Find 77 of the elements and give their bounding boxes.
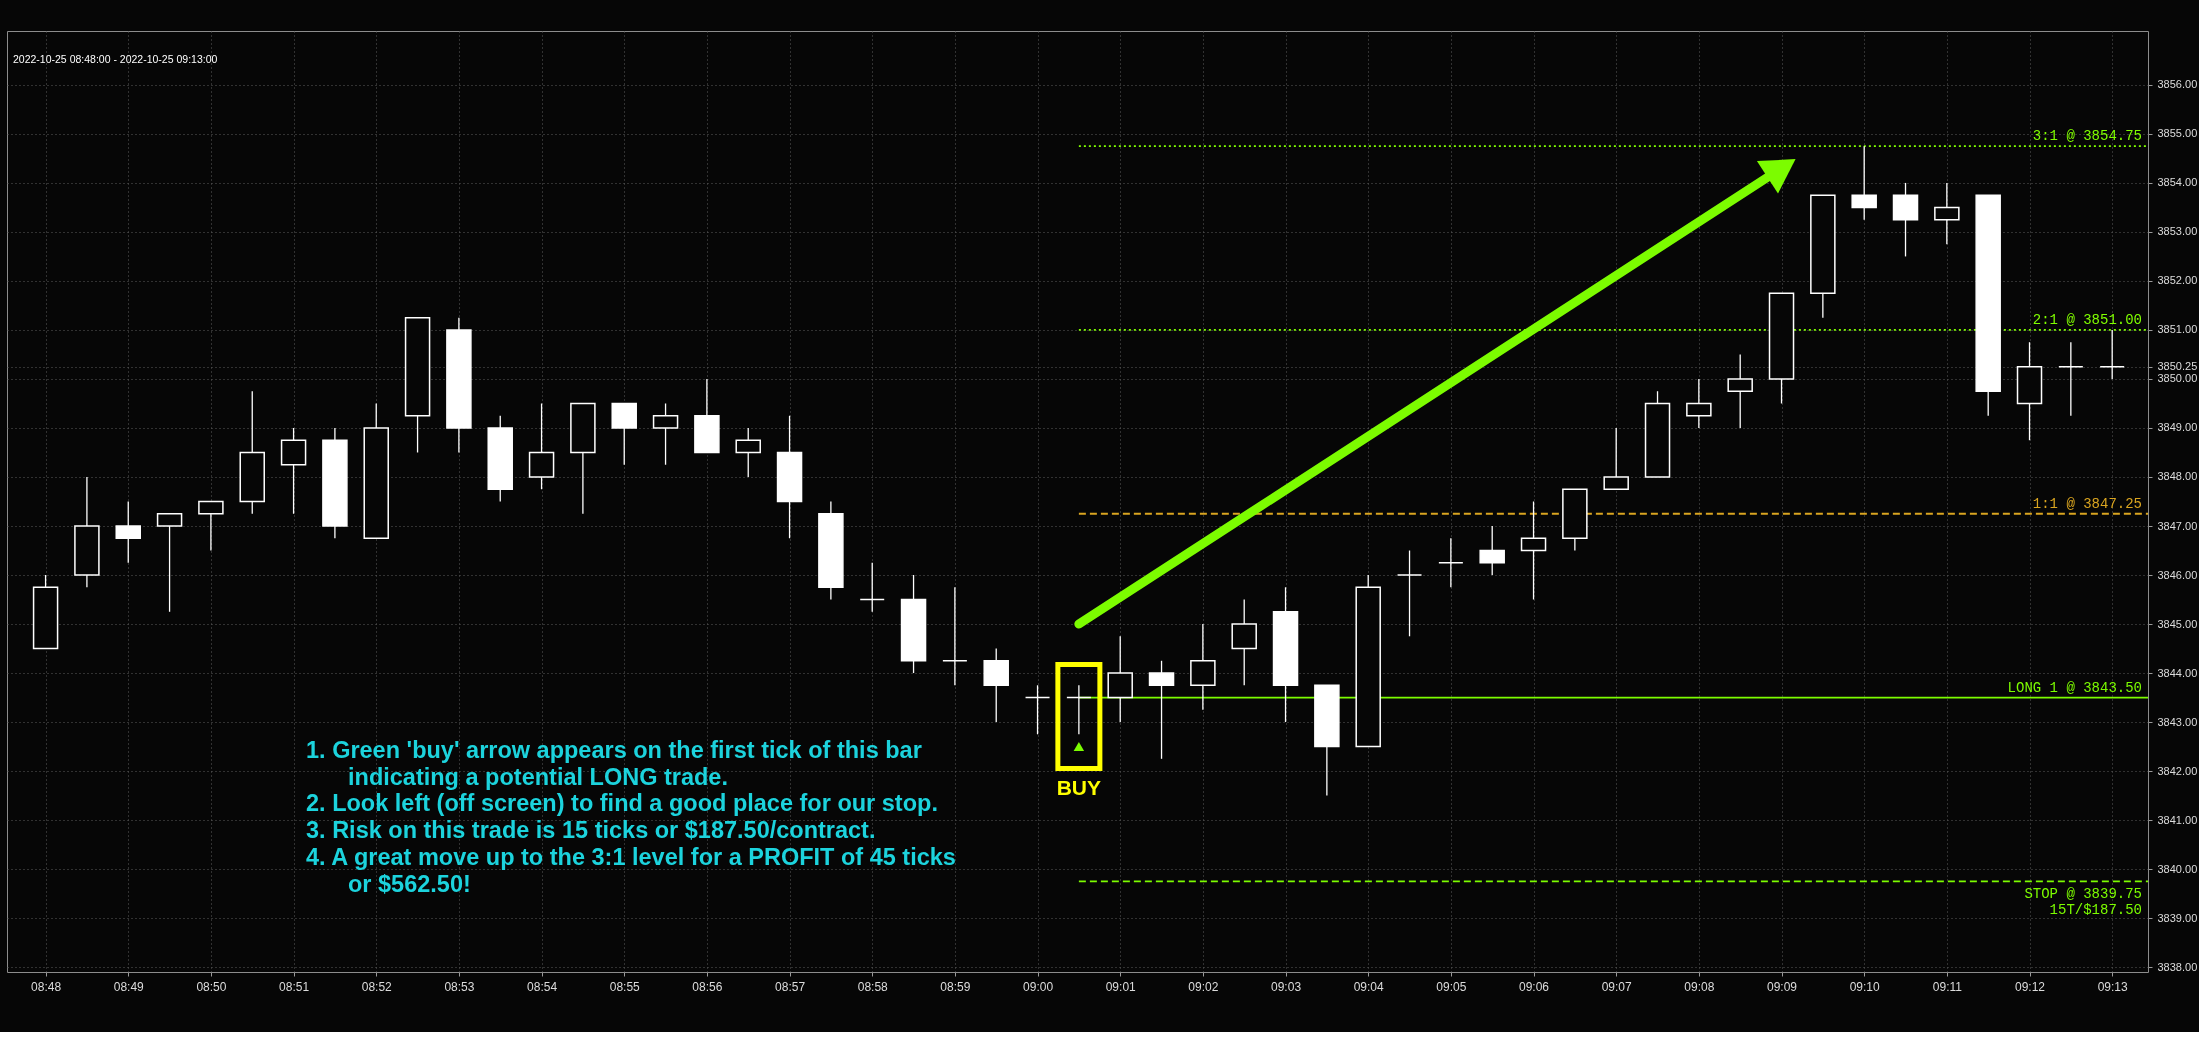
series-label: BUY: [1056, 775, 1102, 799]
x-tick-label: 09:11: [1932, 979, 1963, 994]
x-tick-label: 08:49: [113, 979, 145, 994]
candlestick: [735, 427, 761, 478]
x-tick-label: 08:55: [609, 979, 641, 994]
candlestick: [1603, 427, 1629, 490]
y-tick-label: 3843.00: [2157, 715, 2198, 728]
x-tick-label: 08:52: [361, 979, 393, 994]
y-tick-label: 3845.00: [2157, 617, 2198, 630]
candlestick: [1066, 684, 1092, 735]
x-tick-label: 09:00: [1023, 979, 1054, 994]
x-tick-label: 08:56: [692, 979, 723, 994]
candlestick: [1934, 182, 1960, 245]
text: 2022-10-25 08:48:00 - 2022-10-25 09:13:00: [13, 52, 218, 65]
x-tick-label: 09:13: [2097, 979, 2129, 994]
x-tick-label: 08:53: [444, 979, 475, 994]
y-tick-label: 3853.00: [2157, 225, 2198, 238]
x-tick-label: 08:51: [279, 979, 310, 994]
candlestick: [1727, 353, 1753, 429]
candlestick: [2058, 341, 2084, 417]
y-tick-label: 3846.00: [2157, 568, 2198, 581]
x-tick-label: 08:57: [775, 979, 806, 994]
y-tick-label: 3856.00: [2157, 78, 2198, 91]
candlestick: [859, 562, 885, 613]
x-tick-label: 09:07: [1601, 979, 1633, 994]
x-tick-label: 09:03: [1271, 979, 1302, 994]
x-tick-label: 08:48: [31, 979, 62, 994]
candlestick: [1148, 660, 1175, 760]
candlestick: [1520, 500, 1547, 601]
y-tick-label: 3848.00: [2157, 470, 2198, 483]
annotation: 3. Risk on this trade is 15 ticks or $187.50/contract.: [306, 817, 876, 844]
x-tick-label: 09:09: [1767, 979, 1798, 994]
candlestick: [1438, 537, 1464, 588]
x-tick-label: 09:05: [1436, 979, 1467, 994]
y-tick-label: 3854.00: [2157, 176, 2198, 189]
candlestick: [2099, 329, 2125, 380]
candlestick: [942, 586, 968, 686]
y-tick-label: 3840.00: [2157, 862, 2198, 875]
candlestick: [156, 513, 183, 613]
x-tick-label: 09:10: [1849, 979, 1881, 994]
candlestick: [1479, 525, 1505, 576]
ref-line-label: LONG 1 @ 3843.50: [2007, 679, 2142, 696]
ref-line-label: 2:1 @ 3851.00: [2032, 311, 2142, 328]
annotation: 1. Green 'buy' arrow appears on the first tick of this bar indicating a potential LONG trade.: [306, 737, 922, 790]
annotation: 2. Look left (off screen) to find a good place for our stop.: [306, 790, 938, 817]
candlestick: [1024, 684, 1051, 735]
candlestick: [1396, 549, 1423, 637]
x-tick-label: 09:12: [2015, 979, 2046, 994]
candlestick: [1851, 145, 1877, 221]
candlestick: [652, 402, 679, 466]
y-tick-label: 3852.00: [2157, 274, 2198, 287]
x-tick-label: 09:06: [1519, 979, 1550, 994]
candlestick: [198, 500, 224, 552]
x-tick-label: 09:01: [1105, 979, 1137, 994]
ref-line-label: 3:1 @ 3854.75: [2032, 128, 2142, 145]
y-tick-label: 3841.00: [2157, 813, 2198, 826]
candlestick: [1686, 378, 1712, 429]
y-tick-label: 3847.00: [2157, 519, 2198, 532]
ref-line-label: STOP @ 3839.75 15T/$187.50: [2024, 886, 2142, 919]
annotation: 4. A great move up to the 3:1 level for a PROFIT of 45 ticks or $562.50!: [306, 843, 956, 897]
ref-line-label: 1:1 @ 3847.25: [2032, 495, 2142, 512]
y-tick-label: 3842.00: [2157, 764, 2198, 777]
y-tick-label: 3851.00: [2157, 323, 2198, 336]
x-tick-label: 09:08: [1684, 979, 1715, 994]
y-tick-label: 3839.00: [2157, 911, 2198, 924]
x-tick-label: 08:54: [527, 979, 558, 994]
x-tick-label: 09:02: [1188, 979, 1219, 994]
y-tick-label: 3838.00: [2157, 960, 2198, 973]
y-tick-label: 3855.00: [2157, 127, 2198, 140]
y-tick-label: 3844.00: [2157, 666, 2198, 679]
y-tick-label: 3850.00: [2157, 372, 2198, 385]
x-tick-label: 08:59: [940, 979, 971, 994]
x-tick-label: 09:04: [1353, 979, 1385, 994]
x-tick-label: 08:58: [857, 979, 889, 994]
y-tick-label: 3849.00: [2157, 421, 2198, 434]
y-tick-label: 3850.25: [2157, 360, 2198, 373]
x-tick-label: 08:50: [196, 979, 227, 994]
